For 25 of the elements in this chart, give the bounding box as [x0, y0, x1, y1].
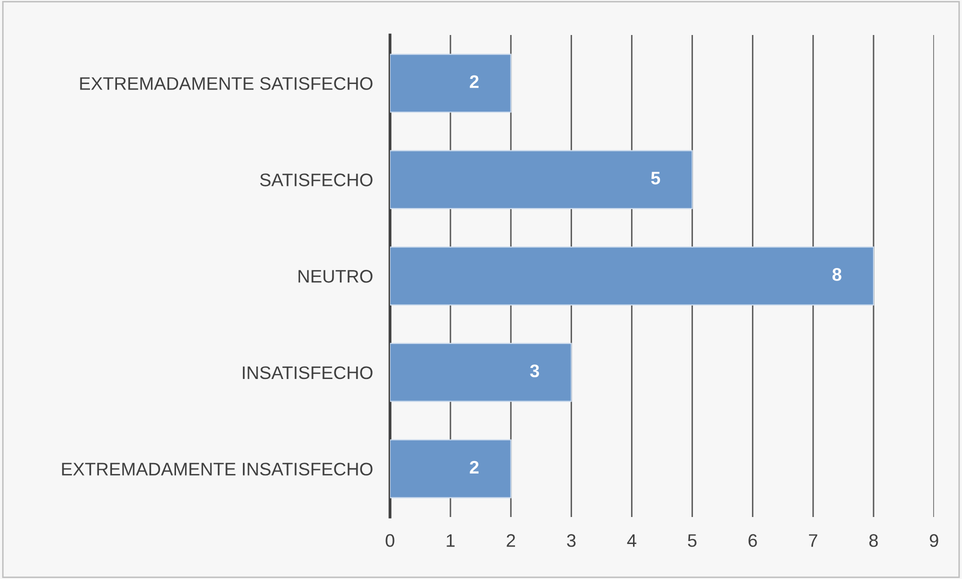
x-tick-label: 0	[386, 534, 394, 547]
y-tick-label: INSATISFECHO	[242, 366, 372, 380]
y-tick-label: EXTREMADAMENTE INSATISFECHO	[62, 462, 372, 476]
x-tick-label: 4	[627, 534, 636, 547]
x-tick-label: 9	[930, 534, 938, 547]
bar	[390, 246, 874, 306]
y-tick-label: SATISFECHO	[260, 174, 372, 186]
x-tick-label: 3	[567, 534, 576, 547]
bar	[390, 342, 572, 402]
x-tick-label: 2	[506, 534, 516, 547]
y-tick-label: NEUTRO	[298, 270, 372, 283]
x-tick-label: 5	[688, 534, 696, 547]
bar	[390, 54, 512, 113]
y-tick-label: EXTREMADAMENTE SATISFECHO	[80, 77, 372, 90]
data-label: 5	[651, 172, 660, 184]
data-label: 2	[470, 460, 479, 474]
x-tick-label: 6	[748, 534, 757, 547]
x-tick-label: 1	[446, 534, 455, 547]
data-label: 3	[530, 364, 540, 378]
bar	[390, 150, 693, 210]
data-label: 8	[832, 268, 842, 281]
x-tick-label: 8	[869, 534, 878, 547]
x-tick-label: 7	[809, 534, 818, 547]
data-label: 2	[470, 75, 479, 88]
bar	[390, 439, 512, 498]
